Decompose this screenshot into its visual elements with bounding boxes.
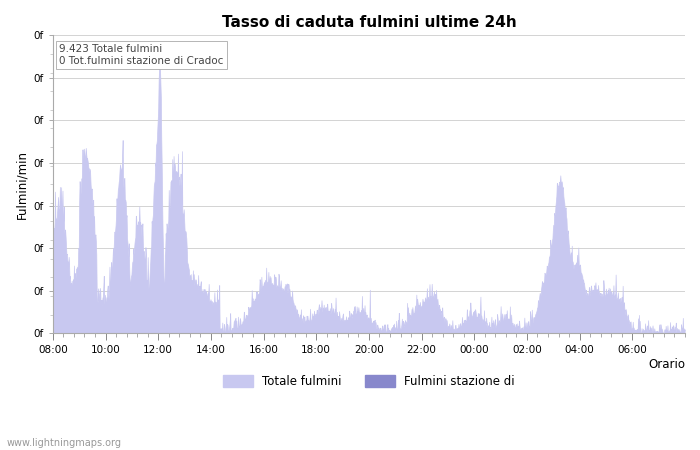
Title: Tasso di caduta fulmini ultime 24h: Tasso di caduta fulmini ultime 24h [221,15,517,30]
Text: 9.423 Totale fulmini
0 Tot.fulmini stazione di Cradoc: 9.423 Totale fulmini 0 Tot.fulmini stazi… [60,44,223,66]
Text: www.lightningmaps.org: www.lightningmaps.org [7,438,122,448]
Y-axis label: Fulmini/min: Fulmini/min [15,150,28,219]
X-axis label: Orario: Orario [648,358,685,371]
Legend: Totale fulmini, Fulmini stazione di: Totale fulmini, Fulmini stazione di [218,370,519,393]
